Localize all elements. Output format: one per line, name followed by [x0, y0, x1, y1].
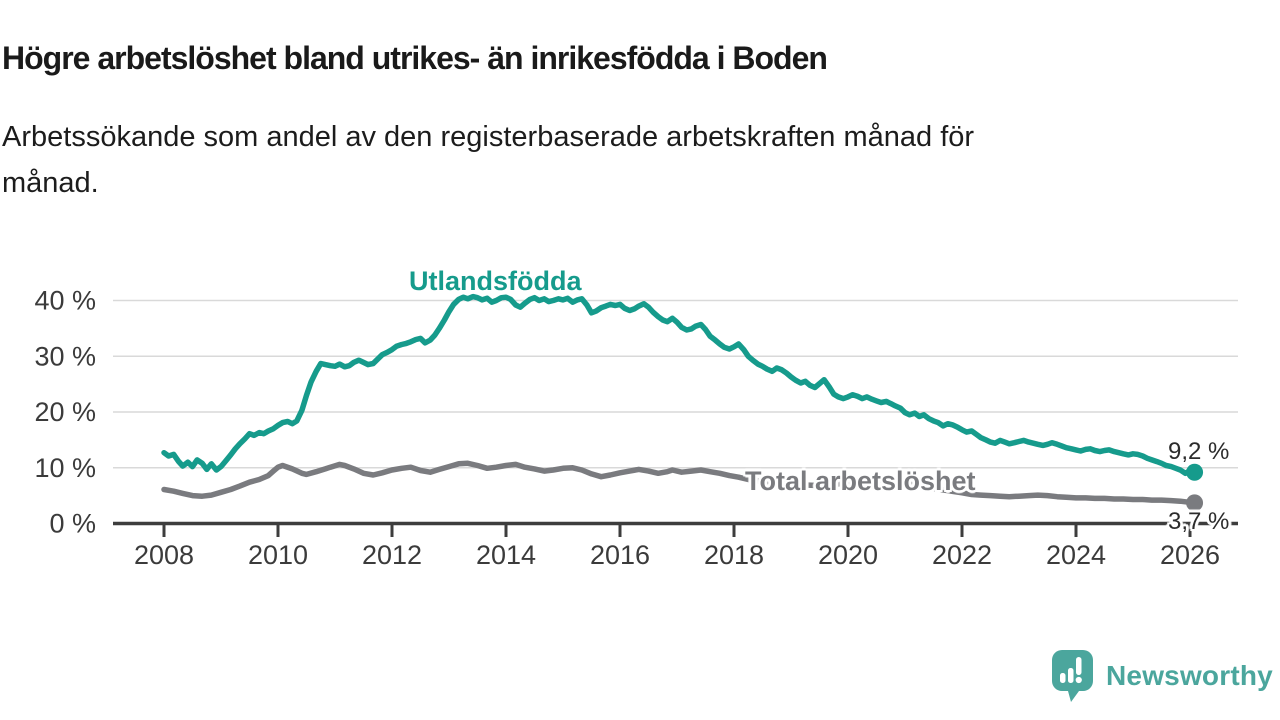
svg-text:2024: 2024: [1046, 540, 1106, 570]
svg-text:2012: 2012: [362, 540, 422, 570]
chart-subtitle-line1: Arbetssökande som andel av den registerb…: [2, 121, 975, 153]
chart-title: Högre arbetslöshet bland utrikes- än inr…: [2, 40, 828, 77]
end-value-label-utlandsfodda: 9,2 %: [1168, 438, 1230, 465]
bar-tall: [1068, 668, 1074, 683]
bar-small: [1060, 673, 1066, 683]
svg-text:2018: 2018: [704, 540, 764, 570]
newsworthy-logo-icon: [1052, 650, 1093, 702]
exclamation-dot: [1075, 676, 1082, 684]
svg-text:30 %: 30 %: [34, 341, 96, 371]
newsworthy-wordmark: Newsworthy: [1106, 660, 1273, 691]
svg-text:10 %: 10 %: [34, 453, 96, 483]
chart-subtitle: Arbetssökande som andel av den registerb…: [2, 114, 1222, 206]
svg-text:2022: 2022: [932, 540, 992, 570]
newsworthy-logo: Newsworthy: [1050, 648, 1273, 704]
exclamation-stroke: [1076, 657, 1082, 675]
chart-subtitle-line2: månad.: [2, 167, 99, 199]
series-label-total-arbetsloshet: Total arbetslöshet: [745, 466, 976, 496]
svg-text:20 %: 20 %: [34, 397, 96, 427]
svg-text:2026: 2026: [1160, 540, 1220, 570]
svg-text:2016: 2016: [590, 540, 650, 570]
svg-text:2008: 2008: [134, 540, 194, 570]
svg-text:2020: 2020: [818, 540, 878, 570]
series-label-utlandsfodda: Utlandsfödda: [409, 266, 582, 296]
svg-text:0 %: 0 %: [49, 509, 96, 539]
end-value-label-total-arbetsloshet: 3,7 %: [1168, 508, 1230, 535]
svg-text:2014: 2014: [476, 540, 536, 570]
svg-text:40 %: 40 %: [34, 286, 96, 316]
svg-text:2010: 2010: [248, 540, 308, 570]
